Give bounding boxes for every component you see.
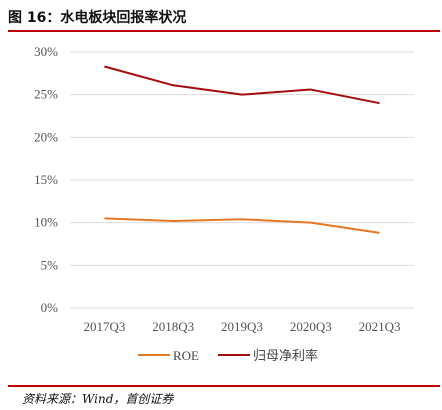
x-tick-label: 2017Q3 xyxy=(83,319,125,334)
y-tick-label: 10% xyxy=(34,215,58,230)
x-tick-label: 2019Q3 xyxy=(221,319,263,334)
series-line-1 xyxy=(104,217,380,234)
y-tick-label: 25% xyxy=(34,87,58,102)
line-chart: 0% 5% 10% 15% 20% 25% 30% 2017Q3 2018Q3 2019Q3 202… xyxy=(34,44,414,363)
figure-title: 图 16：水电板块回报率状况 xyxy=(8,10,187,26)
y-tick-label: 0% xyxy=(41,300,59,315)
source-note: 资料来源：Wind，首创证券 xyxy=(22,392,174,406)
y-tick-label: 20% xyxy=(34,129,58,144)
y-tick-label: 5% xyxy=(41,257,59,272)
x-tick-label: 2020Q3 xyxy=(290,319,332,334)
x-tick-label: 2018Q3 xyxy=(152,319,194,334)
source-rule xyxy=(8,385,440,387)
y-tick-label: 30% xyxy=(34,44,58,59)
series-line-2 xyxy=(104,65,380,105)
legend-label-1: ROE xyxy=(173,348,199,363)
y-tick-label: 15% xyxy=(34,172,58,187)
legend-label-2: 归母净利率 xyxy=(253,348,318,363)
title-rule xyxy=(8,30,440,32)
x-tick-label: 2021Q3 xyxy=(359,319,401,334)
